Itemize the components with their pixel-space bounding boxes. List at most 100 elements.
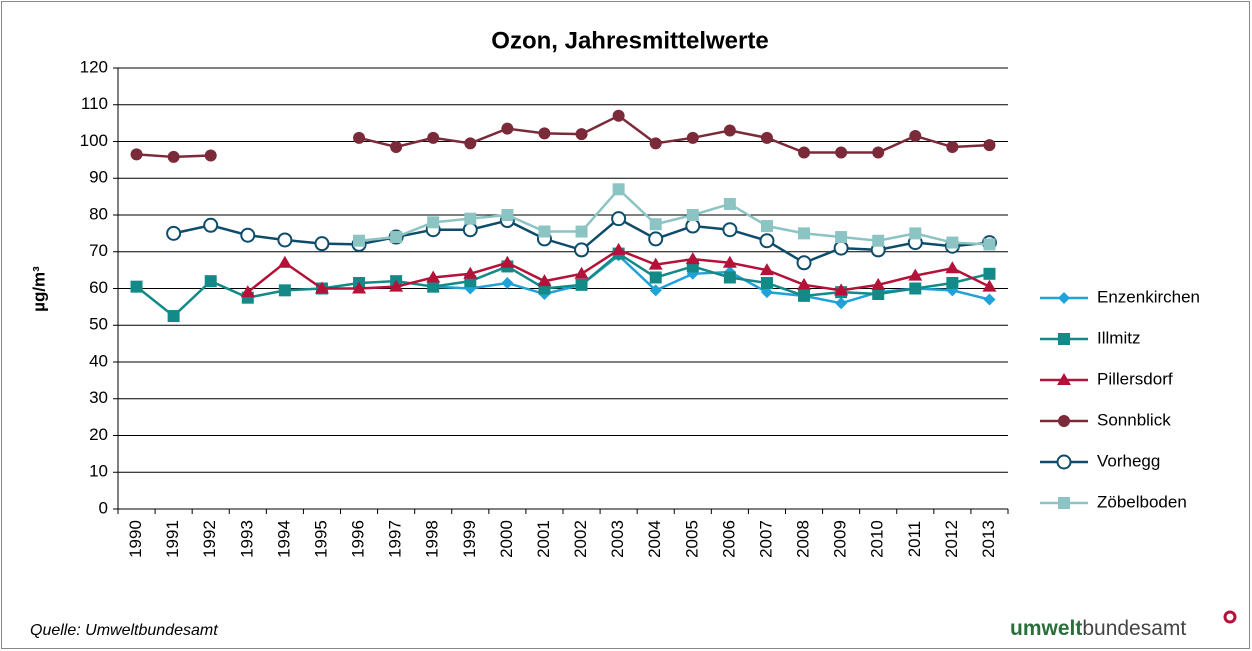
marker: [909, 227, 922, 240]
x-tick-label: 2007: [756, 520, 775, 558]
marker: [649, 271, 662, 284]
legend-label: Vorhegg: [1097, 451, 1160, 470]
marker: [649, 284, 662, 297]
marker: [612, 109, 625, 122]
marker: [686, 131, 699, 144]
marker: [390, 231, 403, 244]
marker: [314, 281, 329, 294]
marker: [834, 283, 849, 296]
y-tick-label: 0: [99, 498, 108, 517]
x-tick-label: 2005: [682, 520, 701, 558]
marker: [611, 242, 626, 255]
marker: [167, 310, 180, 323]
marker: [575, 278, 588, 291]
marker: [501, 209, 514, 221]
marker: [501, 276, 514, 289]
x-tick-label: 2012: [942, 520, 961, 558]
x-tick-label: 1993: [237, 520, 256, 558]
logo: umweltbundesamt: [1010, 617, 1186, 640]
marker: [427, 216, 440, 229]
marker: [872, 234, 885, 247]
marker: [1058, 292, 1070, 304]
x-tick-label: 1997: [386, 520, 405, 558]
marker: [204, 149, 217, 162]
logo-icon: [1223, 610, 1237, 624]
legend-label: Pillersdorf: [1097, 369, 1173, 388]
marker: [426, 270, 441, 283]
x-tick-label: 1999: [460, 520, 479, 558]
x-tick-label: 1994: [274, 520, 293, 558]
x-tick-label: 2002: [571, 520, 590, 558]
chart-title: Ozon, Jahresmittelwerte: [491, 27, 768, 54]
marker: [871, 277, 886, 290]
logo-rest: bundesamt: [1082, 617, 1186, 640]
marker: [204, 275, 217, 288]
marker: [872, 146, 885, 159]
marker: [463, 266, 478, 279]
y-tick-label: 30: [89, 388, 108, 407]
marker: [575, 128, 588, 141]
y-tick-label: 40: [89, 351, 108, 370]
marker: [464, 212, 477, 225]
marker: [685, 218, 701, 234]
marker: [1057, 373, 1071, 385]
x-tick-label: 2008: [794, 520, 813, 558]
marker: [278, 284, 291, 297]
marker: [1058, 415, 1070, 427]
marker: [167, 150, 180, 163]
marker: [240, 227, 256, 243]
marker: [909, 282, 922, 295]
marker: [353, 131, 366, 144]
x-tick-label: 1998: [423, 520, 442, 558]
marker: [722, 255, 737, 268]
marker: [686, 209, 699, 221]
legend-label: Sonnblick: [1097, 410, 1171, 429]
y-tick-label: 70: [89, 241, 108, 260]
x-tick-label: 2011: [905, 521, 924, 558]
marker: [427, 131, 440, 144]
marker: [352, 281, 367, 294]
marker: [277, 232, 293, 248]
marker: [946, 236, 959, 249]
marker: [166, 225, 182, 241]
y-tick-label: 120: [80, 57, 108, 76]
x-tick-label: 1990: [126, 520, 145, 558]
marker: [501, 122, 514, 135]
marker: [945, 261, 960, 274]
marker: [760, 131, 773, 144]
source: Quelle: Umweltbundesamt: [30, 622, 218, 639]
y-tick-label: 80: [89, 204, 108, 223]
marker: [983, 238, 996, 251]
marker: [760, 286, 773, 299]
marker: [946, 141, 959, 154]
x-tick-label: 1995: [311, 520, 330, 558]
marker: [872, 288, 885, 301]
marker: [649, 137, 662, 150]
y-tick-label: 100: [80, 131, 108, 150]
marker: [389, 279, 404, 292]
marker: [390, 141, 403, 154]
marker: [575, 225, 588, 238]
marker: [1058, 497, 1070, 509]
marker: [798, 227, 811, 240]
marker: [796, 255, 812, 271]
legend-label: Illmitz: [1097, 328, 1140, 347]
marker: [760, 276, 773, 289]
marker: [277, 255, 292, 268]
x-tick-label: 2000: [497, 520, 516, 558]
marker: [612, 183, 625, 196]
marker: [760, 220, 773, 233]
marker: [538, 225, 551, 238]
marker: [649, 218, 662, 231]
marker: [835, 146, 848, 159]
marker: [611, 211, 627, 227]
logo-bold: umwelt: [1010, 617, 1082, 640]
marker: [983, 139, 996, 152]
marker: [648, 231, 664, 247]
x-tick-label: 2009: [831, 520, 850, 558]
marker: [722, 222, 738, 238]
marker: [798, 146, 811, 159]
marker: [835, 297, 848, 310]
legend-label: Zöbelboden: [1097, 492, 1187, 511]
